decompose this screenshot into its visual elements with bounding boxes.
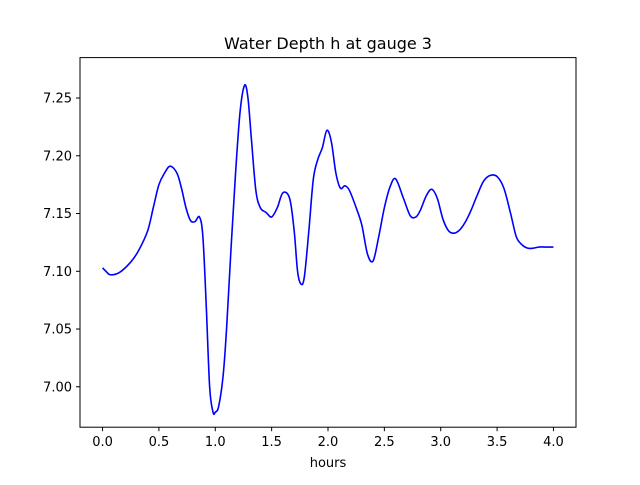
y-tick-label: 7.20	[43, 149, 72, 164]
y-tick-label: 7.15	[43, 207, 72, 222]
x-tick-label: 2.0	[318, 435, 339, 450]
x-axis-label: hours	[310, 456, 347, 471]
x-tick-label: 3.0	[430, 435, 451, 450]
x-tick-label: 2.5	[374, 435, 395, 450]
x-tick-label: 1.5	[261, 435, 282, 450]
y-axis: 7.00 7.05 7.10 7.15 7.20 7.25	[43, 92, 80, 395]
y-tick-label: 7.00	[43, 380, 72, 395]
x-tick-label: 4.0	[543, 435, 564, 450]
chart-title: Water Depth h at gauge 3	[224, 34, 432, 53]
plot-area	[101, 84, 554, 416]
y-tick-label: 7.10	[43, 265, 72, 280]
axes-frame	[79, 57, 577, 428]
y-tick-label: 7.25	[43, 92, 72, 107]
y-tick-label: 7.05	[43, 323, 72, 338]
x-tick-label: 1.0	[205, 435, 226, 450]
x-axis: 0.0 0.5 1.0 1.5 2.0 2.5 3.0 3.5 4.0	[92, 427, 564, 450]
x-tick-label: 0.0	[92, 435, 113, 450]
x-tick-label: 3.5	[487, 435, 508, 450]
series-line-0	[101, 84, 554, 416]
x-tick-label: 0.5	[149, 435, 170, 450]
